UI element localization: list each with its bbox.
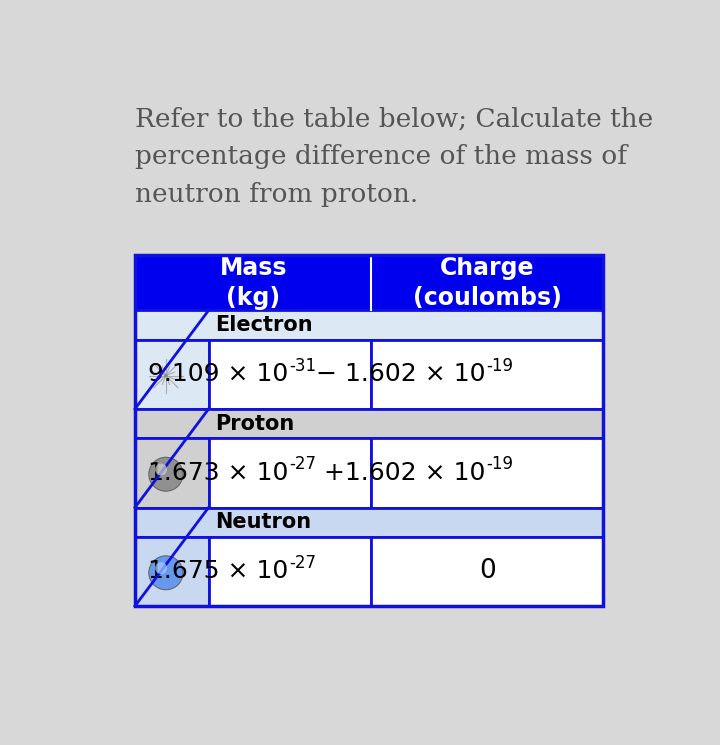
Text: Electron: Electron bbox=[215, 315, 312, 335]
Bar bbox=[135, 409, 603, 438]
Text: Neutron: Neutron bbox=[215, 512, 311, 532]
Text: -31: -31 bbox=[289, 357, 316, 375]
Circle shape bbox=[149, 457, 183, 491]
Circle shape bbox=[155, 562, 167, 574]
Text: -27: -27 bbox=[289, 554, 316, 572]
Bar bbox=[135, 255, 603, 311]
Text: 0: 0 bbox=[479, 559, 495, 584]
Text: -19: -19 bbox=[487, 455, 513, 473]
Bar bbox=[372, 536, 603, 606]
Circle shape bbox=[155, 463, 167, 475]
Bar bbox=[372, 438, 603, 507]
Bar bbox=[209, 340, 372, 409]
Text: -27: -27 bbox=[289, 455, 316, 473]
Text: Mass
(kg): Mass (kg) bbox=[220, 256, 287, 309]
Text: 9.109 × 10: 9.109 × 10 bbox=[148, 362, 289, 387]
Circle shape bbox=[164, 374, 168, 378]
Text: Proton: Proton bbox=[215, 413, 294, 434]
Bar bbox=[135, 311, 603, 340]
Text: 1.673 × 10: 1.673 × 10 bbox=[148, 461, 289, 485]
Bar bbox=[135, 438, 209, 507]
Bar bbox=[135, 340, 209, 409]
Text: 1.675 × 10: 1.675 × 10 bbox=[148, 559, 289, 583]
Bar bbox=[372, 340, 603, 409]
Bar bbox=[135, 255, 603, 606]
Text: Refer to the table below; Calculate the
percentage difference of the mass of
neu: Refer to the table below; Calculate the … bbox=[135, 107, 653, 207]
Text: − 1.602 × 10: − 1.602 × 10 bbox=[316, 362, 485, 387]
Circle shape bbox=[149, 556, 183, 590]
Bar bbox=[209, 536, 372, 606]
Text: -19: -19 bbox=[487, 357, 513, 375]
Text: Charge
(coulombs): Charge (coulombs) bbox=[413, 256, 562, 309]
Text: +1.602 × 10: +1.602 × 10 bbox=[324, 461, 485, 485]
Bar bbox=[209, 438, 372, 507]
Bar bbox=[135, 536, 209, 606]
Bar bbox=[135, 507, 603, 536]
